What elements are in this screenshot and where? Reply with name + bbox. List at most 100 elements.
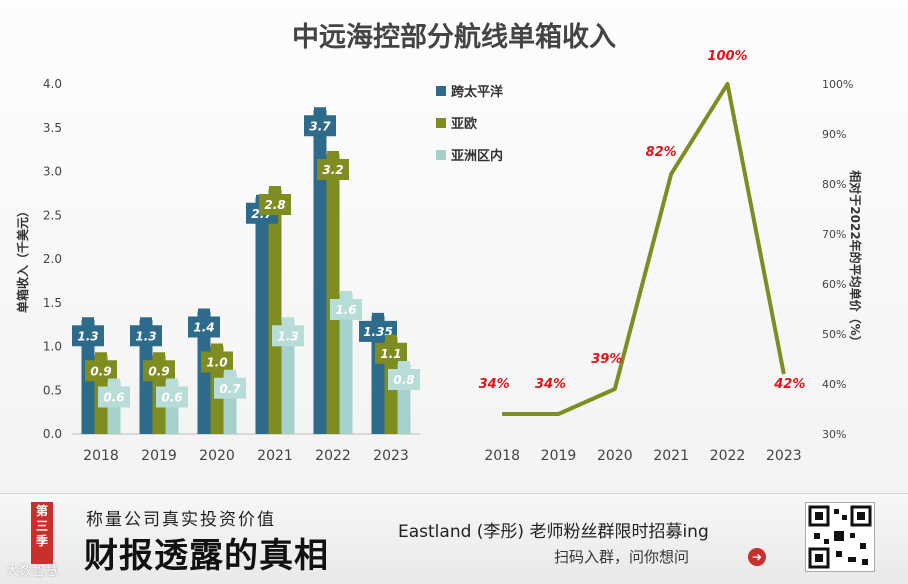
bar-跨太平洋 bbox=[255, 197, 269, 434]
left-y-tick-label: 4.0 bbox=[43, 77, 62, 91]
left-y-tick-label: 2.5 bbox=[43, 208, 62, 222]
line-x-tick-label: 2020 bbox=[597, 448, 633, 464]
data-label-tab bbox=[314, 107, 326, 118]
bar-x-tick-label: 2019 bbox=[141, 448, 177, 464]
data-label-box bbox=[214, 377, 246, 399]
right-y-tick-label: 40% bbox=[822, 378, 846, 391]
data-label-box bbox=[201, 351, 233, 373]
left-y-tick-label: 1.0 bbox=[43, 340, 62, 354]
data-label-box bbox=[259, 194, 291, 215]
right-y-tick-label: 80% bbox=[822, 178, 846, 191]
bar-data-label: 1.1 bbox=[380, 347, 401, 361]
watermark-text: 大数智慧 bbox=[6, 564, 59, 579]
line-data-label: 39% bbox=[591, 352, 622, 367]
bar-data-label: 1.3 bbox=[277, 329, 298, 343]
bar-data-label: 0.6 bbox=[161, 391, 182, 405]
bar-data-label: 1.3 bbox=[77, 329, 98, 343]
data-label-box bbox=[156, 386, 188, 408]
data-label-tab bbox=[82, 317, 94, 328]
right-y-tick-label: 90% bbox=[822, 128, 846, 141]
legend-swatch-跨太平洋 bbox=[436, 86, 446, 96]
legend-label: 亚洲区内 bbox=[451, 148, 503, 164]
data-label-box bbox=[85, 360, 117, 382]
line-x-tick-label: 2023 bbox=[766, 448, 802, 464]
chart-svg: 中远海控部分航线单箱收入 单箱收入（千美元） 相对于2022年的平均单价（%） … bbox=[15, 21, 863, 464]
data-label-tab bbox=[153, 352, 165, 363]
bar-data-label: 2.8 bbox=[264, 198, 285, 212]
bar-data-label: 1.3 bbox=[135, 329, 156, 343]
line-x-tick-label: 2018 bbox=[484, 448, 520, 464]
right-y-tick-label: 30% bbox=[822, 428, 846, 441]
line-data-label: 100% bbox=[707, 49, 747, 64]
left-y-tick-label: 3.5 bbox=[43, 121, 62, 135]
data-label-tab bbox=[398, 361, 410, 371]
data-label-box bbox=[130, 325, 162, 347]
line-data-label: 42% bbox=[773, 377, 805, 392]
bar-chart: 0.0 0.5 1.0 1.5 2.0 2.5 3.0 3.5 4.0 2018 2019 2020 2… bbox=[43, 77, 503, 464]
bar-x-tick-label: 2022 bbox=[315, 448, 351, 464]
legend-swatch-亚洲区内 bbox=[436, 150, 446, 160]
data-label-tab bbox=[166, 378, 178, 389]
left-y-tick-label: 2.0 bbox=[43, 252, 62, 266]
qr-code-icon[interactable] bbox=[805, 502, 875, 572]
bar-跨太平洋 bbox=[197, 311, 211, 434]
bar-亚洲区内 bbox=[281, 320, 295, 434]
bar-x-tick-label: 2021 bbox=[257, 448, 293, 464]
footer-scan-text: 扫码入群，问你想问 bbox=[554, 548, 690, 566]
legend-label: 亚欧 bbox=[451, 116, 477, 132]
bar-data-label: 0.9 bbox=[90, 364, 111, 378]
bar-x-tick-label: 2023 bbox=[373, 448, 409, 464]
data-label-box bbox=[304, 115, 336, 137]
left-y-tick-label: 3.0 bbox=[43, 165, 62, 179]
bar-data-label: 0.8 bbox=[393, 373, 414, 387]
data-label-box bbox=[272, 325, 304, 347]
data-label-box bbox=[188, 316, 220, 338]
line-data-label: 82% bbox=[646, 145, 677, 160]
bar-x-tick-label: 2018 bbox=[83, 448, 119, 464]
data-label-tab bbox=[372, 312, 384, 323]
footer-banner: 第三季 称量公司真实投资价值 财报透露的真相 Eastland (李彤) 老师粉… bbox=[0, 493, 908, 584]
data-label-box bbox=[98, 386, 130, 408]
right-y-tick-label: 50% bbox=[822, 328, 846, 341]
data-label-tab bbox=[224, 369, 236, 380]
left-y-tick-label: 0.0 bbox=[43, 427, 62, 441]
data-label-tab bbox=[140, 317, 152, 328]
data-label-box bbox=[375, 342, 407, 364]
data-label-box bbox=[143, 360, 175, 382]
right-y-axis-label: 相对于2022年的平均单价（%） bbox=[848, 170, 863, 347]
data-label-tab bbox=[327, 151, 339, 161]
bar-跨太平洋 bbox=[313, 110, 327, 434]
right-y-tick-label: 70% bbox=[822, 228, 846, 241]
bar-data-label: 3.2 bbox=[322, 163, 343, 177]
footer-recruit-text: Eastland (李彤) 老师粉丝群限时招募ing bbox=[398, 522, 709, 542]
data-label-tab bbox=[95, 352, 107, 363]
line-x-tick-label: 2022 bbox=[710, 448, 746, 464]
data-label-box bbox=[317, 159, 349, 180]
bar-data-label: 1.6 bbox=[335, 303, 356, 317]
right-y-tick-label: 60% bbox=[822, 278, 846, 291]
line-x-tick-label: 2019 bbox=[541, 448, 577, 464]
left-y-axis-label: 单箱收入（千美元） bbox=[15, 205, 30, 313]
line-x-tick-label: 2021 bbox=[653, 448, 689, 464]
line-chart: 30% 40% 50% 60% 70% 80% 90% 100% 2018 34% 2019 34% 2… bbox=[479, 49, 854, 464]
data-label-tab bbox=[108, 378, 120, 389]
left-y-tick-label: 0.5 bbox=[43, 383, 62, 397]
data-label-box bbox=[330, 299, 362, 320]
bar-data-label: 0.6 bbox=[103, 391, 124, 405]
chart-area: 中远海控部分航线单箱收入 单箱收入（千美元） 相对于2022年的平均单价（%） … bbox=[0, 0, 908, 493]
right-y-tick-label: 100% bbox=[822, 78, 853, 91]
bar-data-label: 0.9 bbox=[148, 364, 169, 378]
arrow-right-icon[interactable]: ➜ bbox=[748, 548, 766, 566]
bar-data-label: 1.0 bbox=[206, 356, 227, 370]
line-series bbox=[502, 82, 786, 416]
legend-swatch-亚欧 bbox=[436, 118, 446, 128]
line-data-label: 34% bbox=[535, 377, 566, 392]
bar-data-label: 0.7 bbox=[219, 382, 241, 396]
data-label-tab bbox=[269, 186, 281, 196]
bar-亚洲区内 bbox=[339, 294, 353, 434]
line-data-label: 34% bbox=[479, 377, 510, 392]
footer-slogan: 称量公司真实投资价值 bbox=[86, 510, 276, 530]
legend-label: 跨太平洋 bbox=[451, 84, 503, 100]
data-label-box bbox=[388, 369, 420, 390]
bar-data-label: 1.4 bbox=[193, 321, 214, 335]
